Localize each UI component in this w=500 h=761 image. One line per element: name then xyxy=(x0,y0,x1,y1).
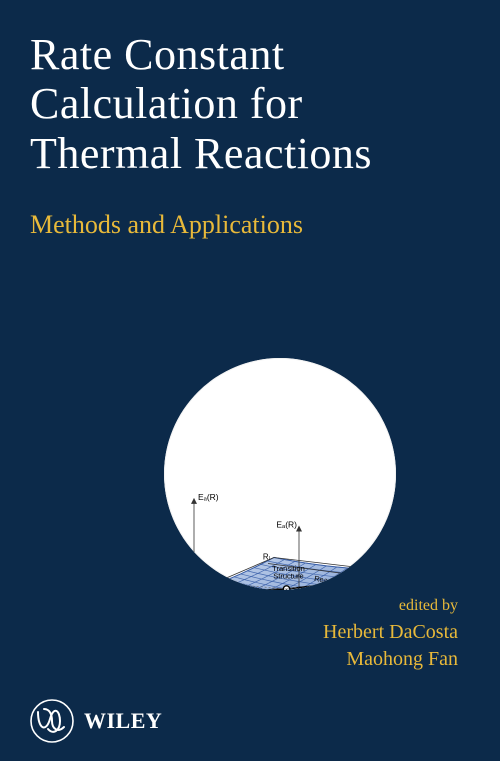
pes-diagram: Eₐ(R)Eₐ(R)RₗRₗReaction CoordinateTransit… xyxy=(164,358,396,590)
book-subtitle: Methods and Applications xyxy=(30,210,460,240)
pes-diagram-svg: Eₐ(R)Eₐ(R)RₗRₗReaction CoordinateTransit… xyxy=(164,358,396,590)
editor-name-1: Herbert DaCosta xyxy=(323,619,458,646)
svg-text:Rₗ: Rₗ xyxy=(263,552,270,561)
publisher-name: WILEY xyxy=(84,708,162,734)
title-block: Rate Constant Calculation for Thermal Re… xyxy=(30,30,460,240)
svg-text:Product(s): Product(s) xyxy=(349,578,384,587)
title-line-1: Rate Constant xyxy=(30,30,285,79)
svg-text:Eₐ(R): Eₐ(R) xyxy=(198,492,219,502)
editor-name-2: Maohong Fan xyxy=(323,646,458,673)
book-cover: Rate Constant Calculation for Thermal Re… xyxy=(0,0,500,761)
editors-block: edited by Herbert DaCosta Maohong Fan xyxy=(323,595,458,673)
svg-text:TransitionStructure: TransitionStructure xyxy=(272,564,305,581)
publisher-block: WILEY xyxy=(30,699,162,743)
svg-text:Reaction Coordinate: Reaction Coordinate xyxy=(313,574,382,590)
svg-text:Rₗ: Rₗ xyxy=(385,567,392,576)
book-title: Rate Constant Calculation for Thermal Re… xyxy=(30,30,460,178)
edited-by-label: edited by xyxy=(323,595,458,617)
title-line-3: Thermal Reactions xyxy=(30,129,372,178)
title-line-2: Calculation for xyxy=(30,79,303,128)
wiley-logo-icon xyxy=(30,699,74,743)
svg-text:Eₐ(R): Eₐ(R) xyxy=(276,519,297,529)
svg-text:Reactant(s): Reactant(s) xyxy=(166,587,205,590)
wiley-logo-svg xyxy=(30,699,74,743)
